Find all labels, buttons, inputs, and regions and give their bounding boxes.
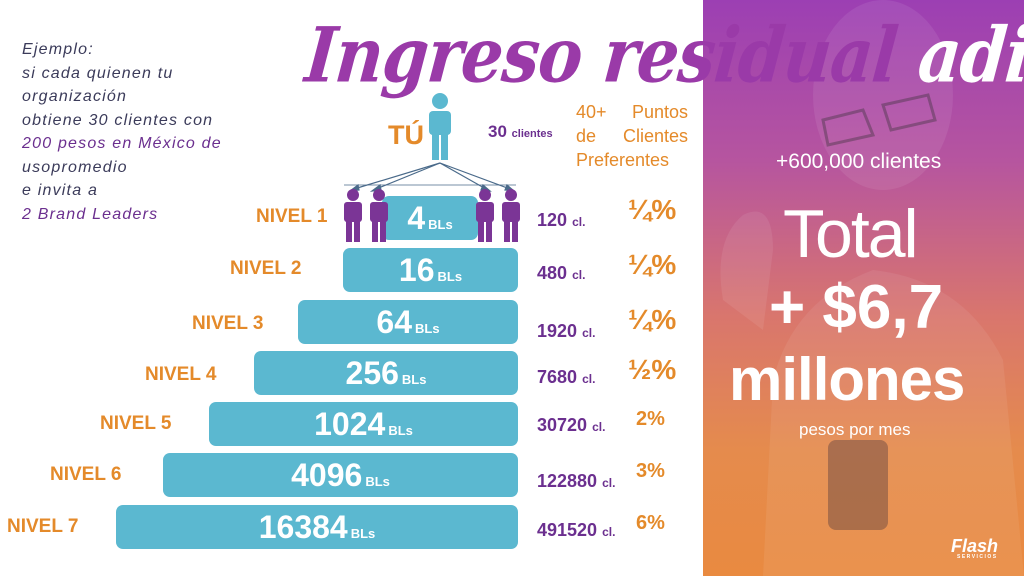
level-clients-unit: cl. [582,372,596,386]
intro-text: Ejemplo: si cada quienen tu organización… [22,38,282,226]
level-clients-value: 30720 [537,415,588,435]
level1-people-right-icon [476,189,520,242]
level-bls-value: 16 [398,251,435,288]
level-bar: 16 BLs [343,248,518,292]
level-clients-unit: cl. [572,268,586,282]
level-clients-value: 491520 [537,520,598,540]
page-title: Ingreso residual adicional [302,10,1024,100]
level-label: NIVEL 3 [192,313,264,334]
title-part1: Ingreso residual [301,10,901,100]
level-clients: 120 cl. [537,210,585,231]
level-clients-value: 480 [537,263,568,283]
level-clients: 7680 cl. [537,367,595,388]
you-clients: 30 clientes [488,122,553,142]
results-panel: +600,000 clientes Total + $6,7 millones … [703,0,1024,576]
level-label: NIVEL 4 [145,364,217,385]
level-bls-value: 4 [407,199,426,236]
logo-text: Flash [951,536,999,556]
level-percentage: ¼% [628,194,677,225]
level-bar: 64 BLs [298,300,518,344]
level-clients-unit: cl. [592,420,606,434]
person-photo-silhouette [720,0,1024,576]
intro-line: si cada quienen tu [22,64,174,82]
level-clients-value: 122880 [537,471,598,491]
level-bar: 1024 BLs [209,402,518,446]
level1-people-left-icon [344,189,388,242]
level-label: NIVEL 1 [256,206,328,227]
flash-logo: Flash SERVICIOS [951,536,998,560]
level-bls-unit: BLs [415,320,440,336]
intro-line: 2 Brand Leaders [22,205,159,223]
level-clients: 480 cl. [537,263,585,284]
level-bar: 4 BLs [382,196,478,240]
level-percentage: ¼% [628,249,677,280]
level-bar: 256 BLs [254,351,518,395]
level-label: NIVEL 5 [100,413,172,434]
level-clients: 30720 cl. [537,415,605,436]
level-bls-unit: BLs [350,525,376,541]
level-clients: 491520 cl. [537,520,615,541]
intro-line: organización [22,88,128,105]
level-bls-value: 1024 [314,405,386,442]
level-clients-value: 7680 [537,367,578,387]
level-clients-unit: cl. [582,326,596,340]
level-clients-unit: cl. [572,215,586,229]
level-bls-value: 64 [376,303,413,340]
level-percentage: 2% [636,408,665,430]
level-bls-unit: BLs [365,473,390,489]
level-bls-unit: BLs [388,422,413,438]
title-part2: adicional [914,10,1024,100]
level-bls-unit: BLs [401,371,427,387]
level-clients: 1920 cl. [537,321,595,342]
intro-line: e invita a [22,182,99,199]
level-bar: 4096 BLs [163,453,518,497]
panel-millions: millones [729,346,965,413]
level-bls-value: 4096 [291,456,363,493]
intro-line: obtiene 30 clientes con [22,111,214,129]
level-clients-value: 1920 [537,321,578,341]
intro-line: Ejemplo: [22,41,94,58]
you-clients-value: 30 [488,122,507,141]
level-bls-value: 256 [345,354,399,391]
panel-clients: +600,000 clientes [776,150,942,173]
panel-per-month: pesos por mes [799,420,911,439]
level-bls-unit: BLs [437,268,463,284]
level-label: NIVEL 6 [50,464,122,485]
puntos-text: 40+ Puntos de Clientes Preferentes [576,102,688,170]
panel-total: Total [783,196,919,272]
panel-amount: + $6,7 [769,273,944,342]
intro-line: usopromedio [22,158,128,176]
you-clients-unit: clientes [511,128,553,140]
level-percentage: ½% [628,354,677,385]
level-percentage: 6% [636,512,665,534]
level-clients-unit: cl. [602,525,616,539]
intro-line: 200 pesos en México de [22,135,222,152]
level-bls-value: 16384 [258,508,348,545]
level-clients: 122880 cl. [537,471,615,492]
level-bls-unit: BLs [428,216,453,232]
you-label: TÚ [388,120,424,150]
level-clients-value: 120 [537,210,568,230]
level-bar: 16384 BLs [116,505,518,549]
you-person-icon [429,93,451,160]
level-label: NIVEL 7 [7,516,79,537]
level-percentage: ¼% [628,304,677,335]
level-label: NIVEL 2 [230,258,302,279]
level-clients-unit: cl. [602,476,616,490]
level-percentage: 3% [636,460,665,482]
logo-subtext: SERVICIOS [957,554,998,560]
